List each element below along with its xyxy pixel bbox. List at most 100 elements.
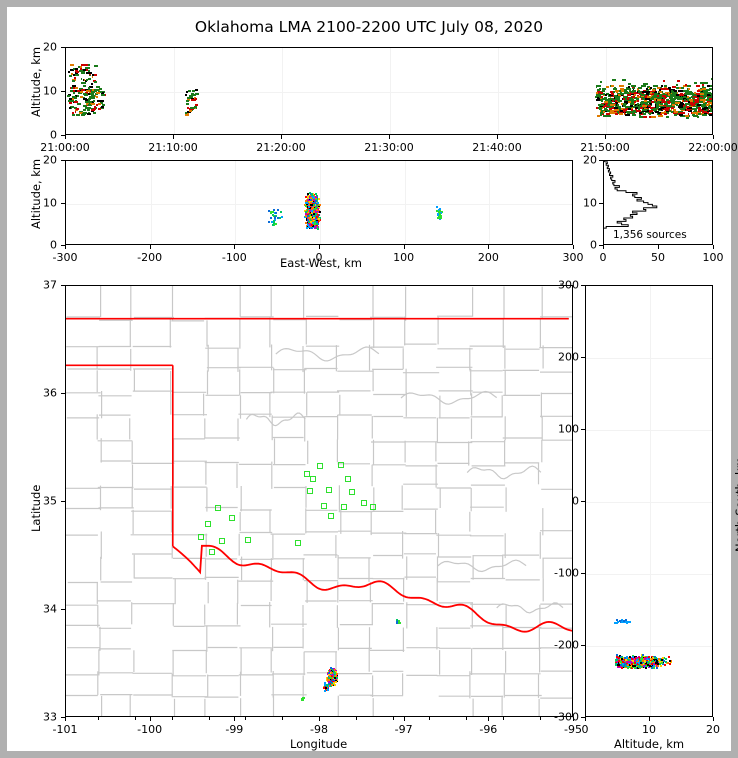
time-height-source	[83, 104, 87, 107]
north-south-source	[639, 667, 642, 670]
lma-station-marker-5[interactable]	[208, 548, 215, 555]
altitude-histogram-panel[interactable]	[603, 160, 713, 245]
lma-station-marker-15[interactable]	[328, 513, 335, 520]
time-height-source	[601, 106, 604, 109]
north-south-source	[647, 665, 650, 668]
time-height-source	[656, 94, 660, 97]
time-height-xtick-1: 21:10:00	[148, 141, 198, 154]
time-height-source	[93, 79, 97, 82]
east-west-source	[311, 217, 314, 220]
lma-station-marker-6[interactable]	[244, 536, 251, 543]
time-height-source	[680, 112, 683, 115]
north-south-source	[632, 666, 635, 669]
lma-station-marker-4[interactable]	[219, 537, 226, 544]
time-height-source	[705, 98, 711, 101]
time-height-source	[78, 92, 81, 95]
lma-station-marker-8[interactable]	[337, 462, 344, 469]
east-west-source	[312, 221, 315, 224]
time-height-source	[639, 107, 645, 110]
lma-station-marker-16[interactable]	[370, 504, 376, 511]
east-west-source	[312, 204, 315, 207]
time-height-source	[637, 102, 639, 105]
time-height-source	[186, 100, 189, 103]
lma-station-marker-17[interactable]	[303, 471, 310, 478]
north-south-height-panel[interactable]	[585, 285, 713, 717]
east-west-source	[312, 225, 315, 228]
east-west-source	[315, 200, 318, 203]
east-west-height-panel[interactable]	[65, 160, 573, 245]
east-west-source	[309, 191, 312, 194]
time-height-source	[696, 104, 701, 107]
time-height-source	[88, 107, 92, 110]
east-west-xtickmark-5	[488, 245, 490, 249]
map-panel[interactable]	[65, 285, 573, 717]
time-height-source	[643, 101, 648, 104]
time-height-source	[694, 94, 697, 97]
lma-station-marker-12[interactable]	[348, 489, 355, 496]
lma-station-marker-3[interactable]	[197, 533, 204, 540]
north-south-source	[628, 665, 631, 668]
time-height-source	[619, 84, 624, 87]
north-south-source	[642, 659, 645, 662]
east-west-source	[305, 205, 308, 208]
time-height-source	[685, 104, 687, 107]
lma-station-marker-0[interactable]	[215, 505, 222, 512]
lma-station-marker-10[interactable]	[307, 488, 314, 495]
time-height-source	[72, 85, 76, 88]
histogram-xtick-0: 0	[599, 251, 607, 264]
time-height-source	[701, 88, 707, 91]
time-height-source	[614, 112, 619, 115]
lma-station-marker-7[interactable]	[317, 463, 323, 470]
time-height-source	[673, 113, 677, 116]
time-height-source	[659, 94, 663, 96]
east-west-source	[318, 198, 321, 201]
lma-station-marker-18[interactable]	[320, 503, 327, 510]
time-height-source	[705, 101, 708, 104]
north-south-source	[656, 667, 659, 670]
time-height-source	[697, 107, 700, 110]
north-south-source	[638, 656, 641, 659]
north-south-source	[650, 658, 653, 661]
time-height-source	[623, 113, 626, 116]
map-source	[327, 685, 330, 688]
time-height-source	[698, 89, 701, 92]
lma-station-marker-13[interactable]	[340, 504, 347, 511]
north-south-source	[631, 658, 634, 661]
east-west-source	[278, 216, 281, 219]
lma-station-marker-14[interactable]	[361, 500, 368, 507]
time-height-source	[637, 94, 639, 97]
time-height-source	[686, 90, 691, 93]
time-height-source	[630, 95, 633, 98]
lma-station-marker-20[interactable]	[294, 539, 301, 546]
time-height-source	[701, 98, 706, 101]
time-height-source	[659, 103, 663, 106]
map-minor-xtick-3	[171, 717, 173, 720]
east-west-source	[273, 215, 276, 218]
time-height-source	[661, 107, 666, 110]
time-height-source	[85, 79, 89, 82]
lma-station-marker-19[interactable]	[344, 476, 351, 483]
time-height-source	[710, 85, 712, 88]
time-height-source	[639, 113, 643, 116]
map-source	[330, 673, 333, 676]
lma-station-marker-2[interactable]	[228, 515, 235, 522]
time-height-source	[647, 96, 652, 99]
time-height-panel[interactable]	[65, 47, 713, 135]
lma-station-marker-9[interactable]	[309, 476, 316, 483]
time-height-source	[646, 97, 651, 100]
time-height-source	[709, 108, 712, 111]
north-south-source	[621, 620, 624, 623]
time-height-source	[596, 98, 600, 101]
time-height-source	[657, 111, 662, 114]
lma-station-marker-1[interactable]	[205, 520, 212, 527]
time-height-source	[91, 107, 93, 110]
time-height-source	[640, 94, 644, 96]
north-south-source	[625, 665, 628, 668]
time-height-source	[711, 114, 712, 117]
lma-station-marker-11[interactable]	[325, 487, 332, 494]
time-height-source	[705, 108, 709, 111]
time-height-source	[82, 78, 85, 81]
north-south-source	[628, 620, 631, 623]
east-west-source	[313, 215, 316, 218]
time-height-source	[682, 98, 687, 101]
